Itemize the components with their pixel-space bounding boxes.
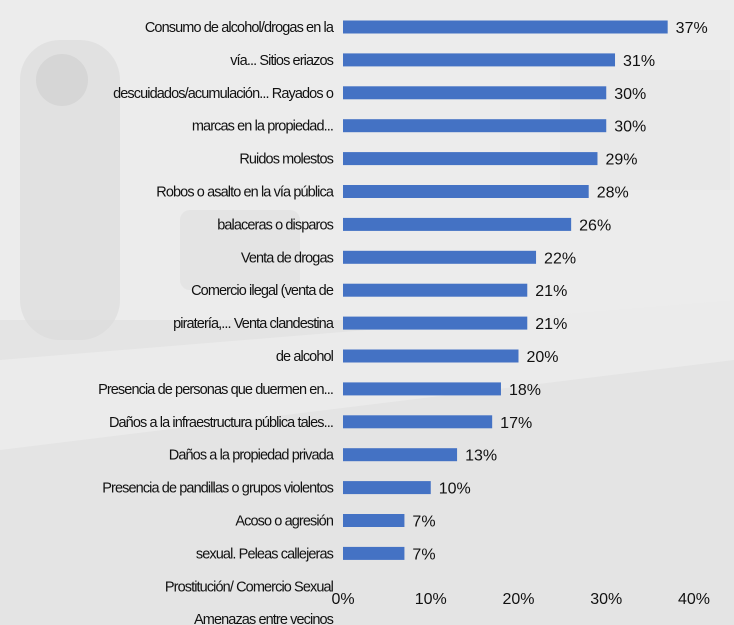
bar (343, 283, 528, 297)
category-label: Acoso o agresión (235, 514, 333, 530)
data-label: 28% (597, 185, 629, 202)
category-label: Daños a la propiedad privada (169, 448, 335, 464)
bar (343, 481, 431, 495)
bar (343, 349, 519, 363)
category-label: Ruidos molestos (239, 152, 333, 168)
data-label: 26% (579, 217, 611, 234)
data-label: 31% (623, 53, 655, 70)
x-tick-label: 0% (331, 591, 354, 608)
category-label: de alcohol (276, 349, 334, 365)
data-label: 21% (535, 316, 567, 333)
data-label: 7% (412, 546, 435, 563)
data-label: 30% (614, 119, 646, 136)
data-label: 22% (544, 250, 576, 267)
bar (343, 53, 616, 67)
value-labels: 37%31%30%30%29%28%26%22%21%21%20%18%17%1… (412, 20, 707, 563)
category-label: Daños a la infraestructura pública tales… (109, 415, 333, 431)
data-label: 17% (500, 415, 532, 432)
bar (343, 382, 501, 396)
bar (343, 546, 405, 560)
bar (343, 415, 493, 429)
category-label: Robos o asalto en la vía pública (156, 185, 335, 201)
bar (343, 250, 537, 264)
category-label: Presencia de pandillas o grupos violento… (102, 481, 333, 497)
data-label: 20% (527, 349, 559, 366)
bar (343, 448, 458, 462)
category-label: descuidados/acumulación... Rayados o (113, 86, 334, 102)
data-label: 7% (412, 514, 435, 531)
data-label: 29% (605, 152, 637, 169)
category-label: vía... Sitios eriazos (230, 53, 333, 69)
bar (343, 152, 598, 166)
x-tick-label: 40% (678, 591, 710, 608)
bar (343, 185, 589, 198)
x-tick-label: 20% (502, 591, 534, 608)
bar (343, 119, 607, 133)
category-label: Comercio ilegal (venta de (191, 283, 334, 299)
category-label: Presencia de personas que duermen en... (98, 382, 333, 398)
bar (343, 316, 528, 330)
category-label: marcas en la propiedad... (192, 119, 333, 135)
x-tick-label: 30% (590, 591, 622, 608)
data-label: 18% (509, 382, 541, 399)
data-label: 21% (535, 283, 567, 300)
data-label: 10% (439, 481, 471, 498)
category-label: Consumo de alcohol/drogas en la (145, 20, 335, 36)
category-labels: Consumo de alcohol/drogas en la vía... Si… (98, 20, 336, 625)
data-label: 30% (614, 86, 646, 103)
category-label: piratería,... Venta clandestina (173, 316, 335, 332)
x-tick-label: 10% (415, 591, 447, 608)
data-label: 13% (465, 448, 497, 465)
category-label: Prostitución/ Comercio Sexual (165, 579, 334, 595)
bar (343, 86, 607, 100)
bar (343, 217, 572, 231)
category-label: Venta de drogas (241, 250, 334, 266)
category-label: Amenazas entre vecinos (194, 612, 334, 625)
bars (343, 20, 668, 560)
category-label: sexual. Peleas callejeras (196, 546, 334, 562)
bar (343, 514, 405, 527)
bar (343, 20, 668, 34)
category-label: balaceras o disparos (217, 217, 333, 233)
data-label: 37% (676, 20, 708, 37)
x-axis-tick-labels: 0% 10% 20% 30% 40% (331, 591, 710, 608)
